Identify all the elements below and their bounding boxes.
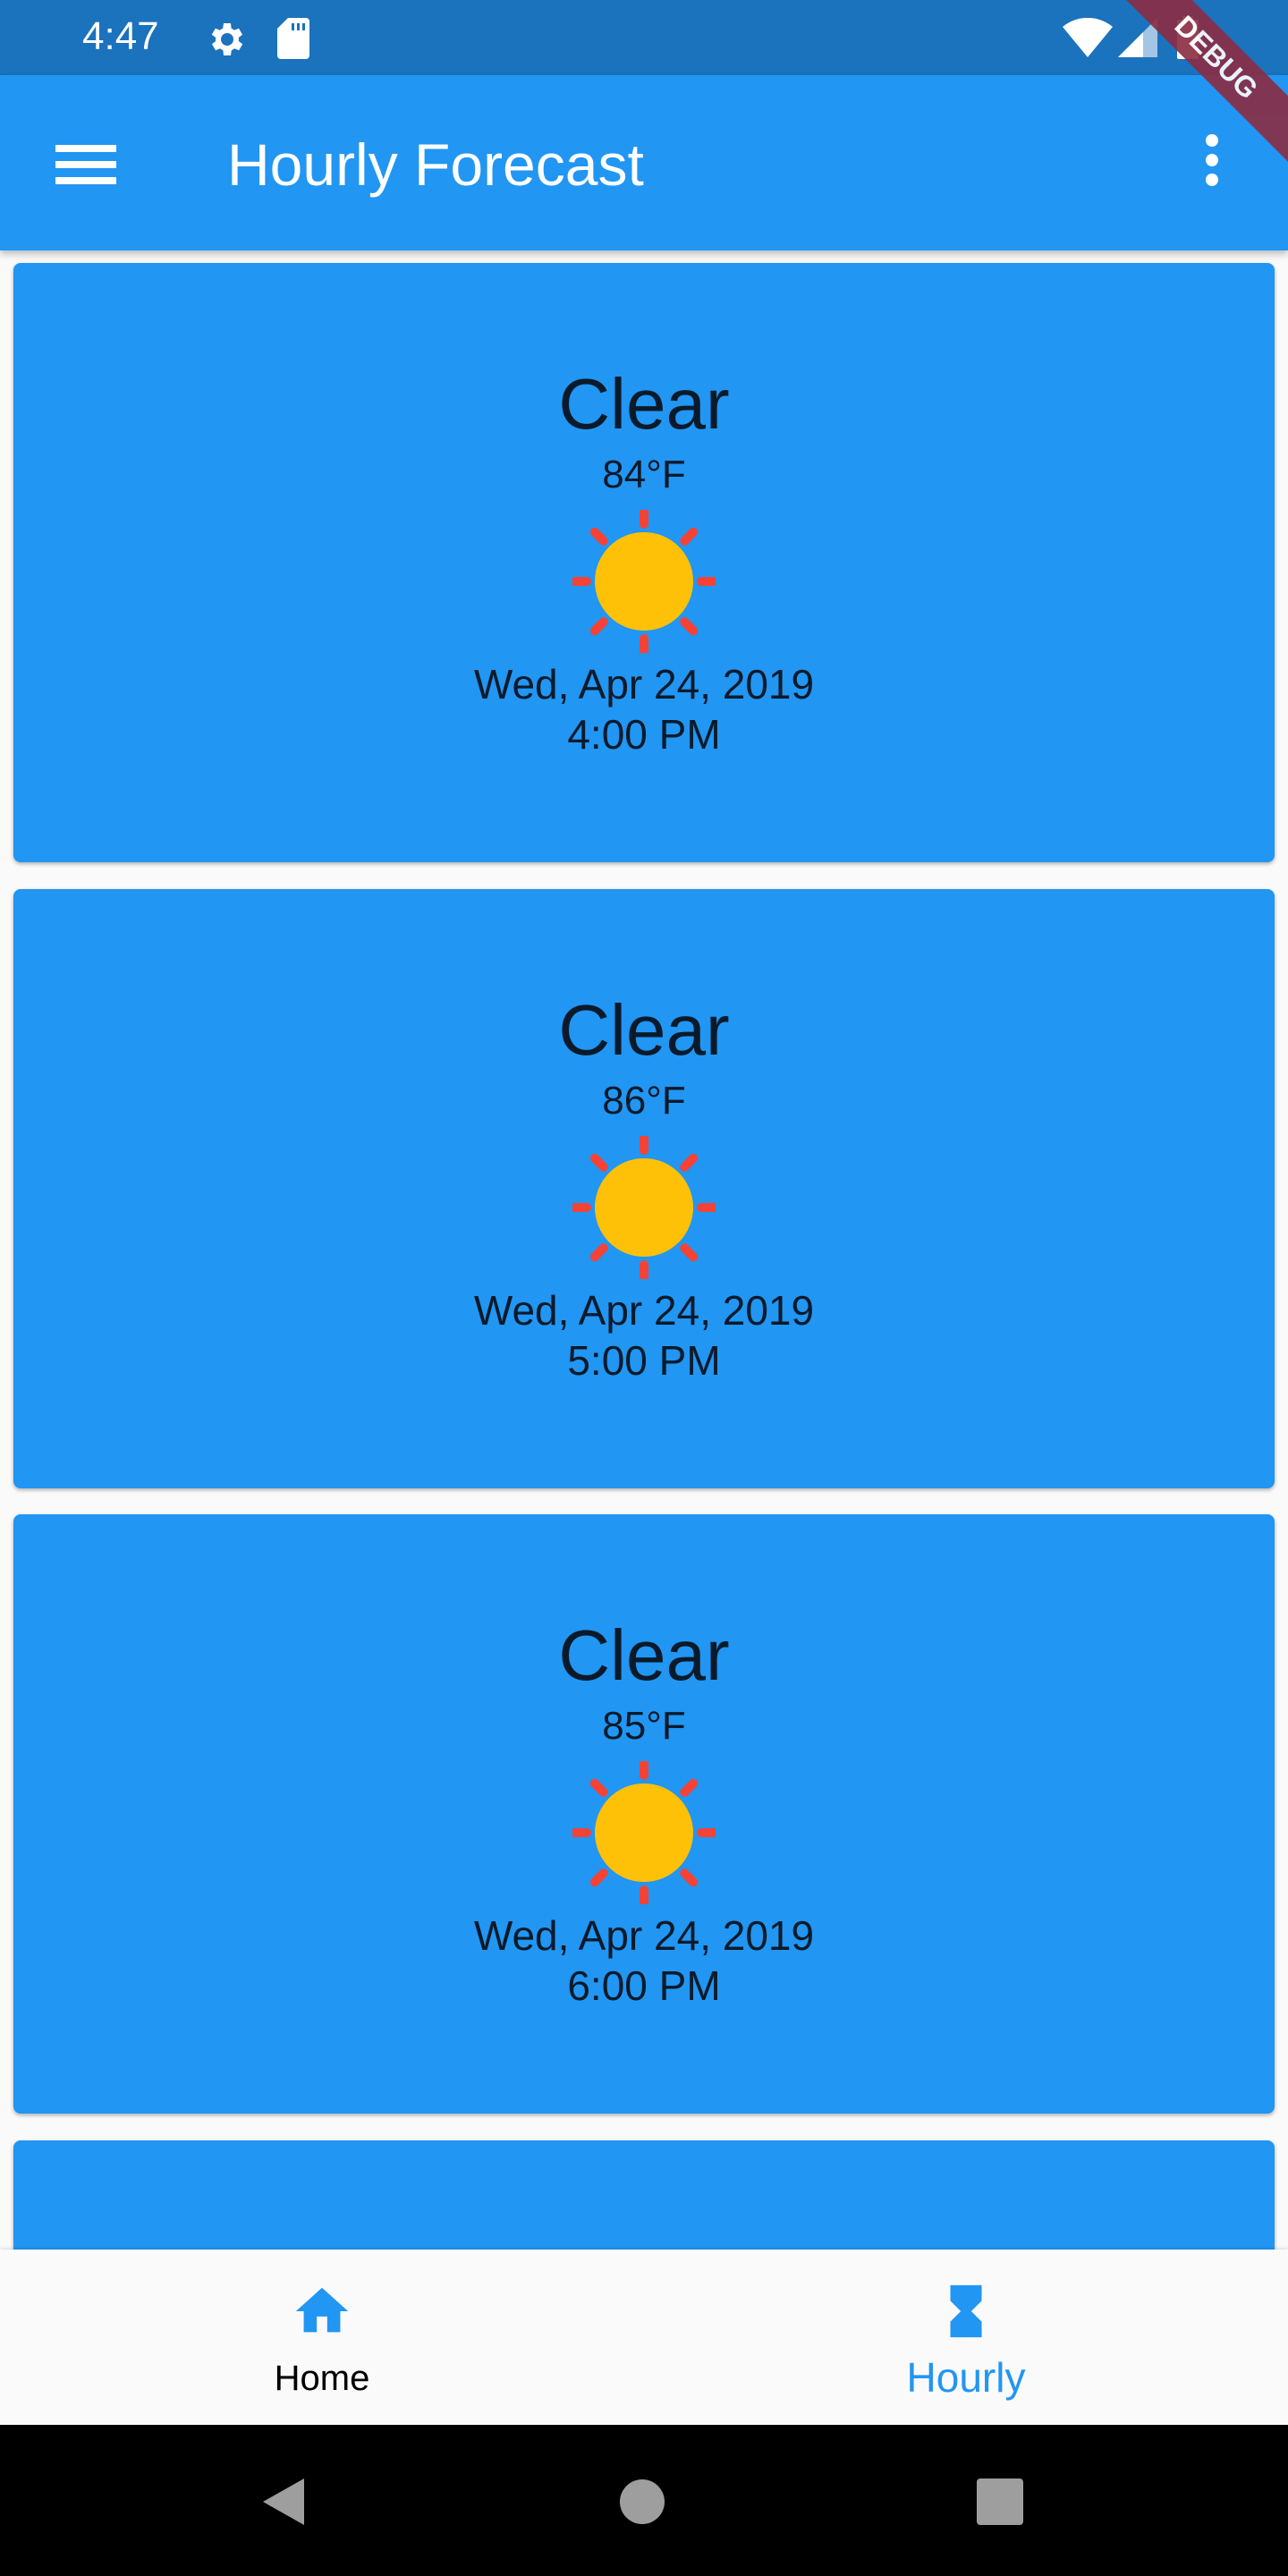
bottom-navigation: Home Hourly xyxy=(0,2250,1288,2425)
sun-disc xyxy=(595,532,693,631)
forecast-card[interactable]: Clear 85°F Wed, Apr 24, 2019 6:00 PM xyxy=(13,1514,1275,2114)
sun-ray xyxy=(589,1153,608,1172)
system-navigation-bar xyxy=(0,2425,1288,2576)
status-time: 4:47 xyxy=(82,14,159,58)
condition: Clear xyxy=(558,364,730,444)
temperature: 84°F xyxy=(602,453,686,496)
tab-label: Home xyxy=(274,2359,370,2398)
forecast-list[interactable]: Clear 84°F Wed, Apr 24, 2019 4:00 PM Cle… xyxy=(0,250,1288,2250)
sun-ray xyxy=(680,1243,699,1262)
signal-icon xyxy=(1118,18,1157,57)
sun-ray xyxy=(680,527,699,546)
sun-icon xyxy=(572,1136,716,1279)
tab-home[interactable]: Home xyxy=(0,2250,644,2425)
forecast-card[interactable]: Clear 84°F Wed, Apr 24, 2019 4:00 PM xyxy=(13,263,1275,862)
temperature: 86°F xyxy=(602,1079,686,1123)
home-circle-icon[interactable] xyxy=(619,2479,665,2525)
sun-ray xyxy=(589,1778,608,1797)
forecast-date: Wed, Apr 24, 2019 xyxy=(473,661,815,708)
sun-ray xyxy=(589,1243,608,1262)
forecast-time: 5:00 PM xyxy=(567,1337,721,1384)
condition: Clear xyxy=(558,990,730,1070)
wifi-icon xyxy=(1063,18,1113,57)
sun-ray xyxy=(680,617,699,636)
forecast-time: 6:00 PM xyxy=(567,1962,721,2009)
sun-ray xyxy=(589,1868,608,1887)
forecast-date: Wed, Apr 24, 2019 xyxy=(473,1912,815,1959)
hamburger-menu-icon[interactable] xyxy=(55,145,116,184)
sun-ray xyxy=(680,1868,699,1887)
sun-icon xyxy=(572,510,716,653)
sun-ray xyxy=(589,617,608,636)
sun-disc xyxy=(595,1158,693,1257)
sun-disc xyxy=(595,1784,693,1882)
status-bar: 4:47 xyxy=(0,0,1288,75)
sd-card-icon xyxy=(277,18,309,59)
recents-icon[interactable] xyxy=(977,2479,1023,2525)
page-title: Hourly Forecast xyxy=(227,131,644,198)
tab-hourly[interactable]: Hourly xyxy=(644,2250,1288,2425)
sun-icon xyxy=(572,1761,716,1904)
home-icon xyxy=(295,2287,349,2333)
more-vert-icon[interactable] xyxy=(1199,134,1225,197)
forecast-card-partial[interactable] xyxy=(13,2140,1275,2250)
forecast-card[interactable]: Clear 86°F Wed, Apr 24, 2019 5:00 PM xyxy=(13,889,1275,1488)
hourglass-icon xyxy=(950,2284,982,2338)
condition: Clear xyxy=(558,1615,730,1695)
sun-ray xyxy=(589,527,608,546)
gear-icon xyxy=(211,23,243,55)
back-icon[interactable] xyxy=(258,2475,308,2529)
temperature: 85°F xyxy=(602,1704,686,1748)
sun-ray xyxy=(680,1153,699,1172)
sun-ray xyxy=(680,1778,699,1797)
forecast-time: 4:00 PM xyxy=(567,711,721,758)
app-bar: Hourly Forecast xyxy=(0,75,1288,250)
tab-label: Hourly xyxy=(906,2354,1026,2401)
forecast-date: Wed, Apr 24, 2019 xyxy=(473,1287,815,1334)
